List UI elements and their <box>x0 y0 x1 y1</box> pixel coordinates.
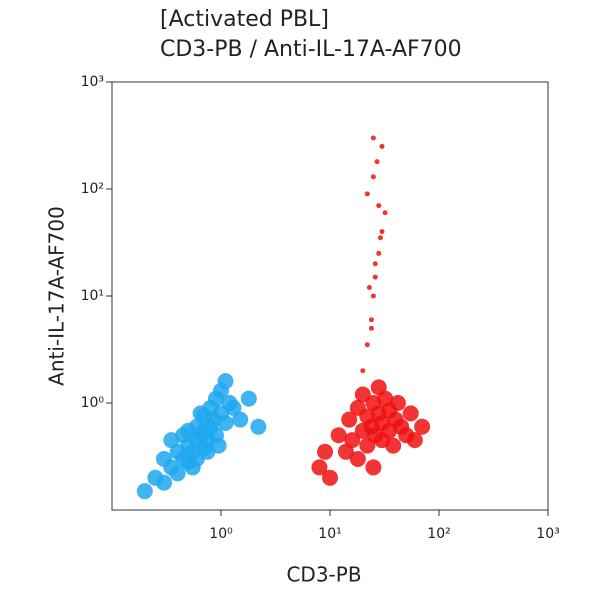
data-point <box>232 411 249 428</box>
data-point <box>382 210 388 216</box>
data-point <box>349 450 366 467</box>
data-point <box>169 465 186 482</box>
x-tick-label: 10² <box>427 526 450 542</box>
data-point <box>330 427 347 444</box>
data-point <box>370 135 376 141</box>
data-point <box>192 405 209 422</box>
data-point <box>377 235 383 241</box>
data-point <box>175 427 192 444</box>
y-axis-label: Anti-IL-17A-AF700 <box>45 206 69 386</box>
data-point <box>217 373 234 390</box>
data-point <box>360 368 366 374</box>
data-point <box>385 437 402 454</box>
data-point <box>376 250 382 256</box>
x-axis-label: CD3-PB <box>286 563 361 587</box>
data-point <box>136 483 153 500</box>
data-point <box>376 203 382 209</box>
y-tick-label: 10¹ <box>81 288 104 304</box>
data-point <box>217 415 234 432</box>
y-tick-label: 10² <box>81 181 104 197</box>
data-point <box>240 390 257 407</box>
data-point <box>225 399 242 416</box>
data-point <box>184 459 201 476</box>
data-point <box>322 469 338 486</box>
data-point <box>379 143 385 149</box>
data-point <box>372 274 378 280</box>
data-point <box>337 443 354 460</box>
chart-subtitle: CD3-PB / Anti-IL-17A-AF700 <box>160 37 462 62</box>
y-tick-label: 10⁰ <box>81 395 105 411</box>
data-point <box>374 159 380 165</box>
chart-title: [Activated PBL] <box>160 7 329 32</box>
data-point <box>402 405 419 422</box>
x-tick-label: 10³ <box>536 526 559 542</box>
data-point <box>368 317 374 323</box>
x-tick-label: 10⁰ <box>209 526 233 542</box>
data-point <box>379 229 385 235</box>
data-point <box>370 293 376 299</box>
data-point <box>406 432 423 449</box>
data-point <box>317 443 334 460</box>
data-point <box>344 432 361 449</box>
data-point <box>250 418 267 435</box>
data-point <box>414 418 431 435</box>
y-tick-label: 10³ <box>81 74 104 90</box>
data-point <box>364 342 370 348</box>
data-point <box>370 174 376 180</box>
data-point <box>364 191 370 197</box>
data-point <box>368 325 374 331</box>
data-point <box>366 285 372 291</box>
data-point <box>389 395 406 411</box>
data-point <box>365 459 382 476</box>
data-point <box>372 261 378 267</box>
data-point <box>311 459 328 476</box>
x-tick-label: 10¹ <box>318 526 341 542</box>
data-point <box>156 474 173 491</box>
data-point <box>341 411 358 428</box>
data-point <box>210 437 227 454</box>
